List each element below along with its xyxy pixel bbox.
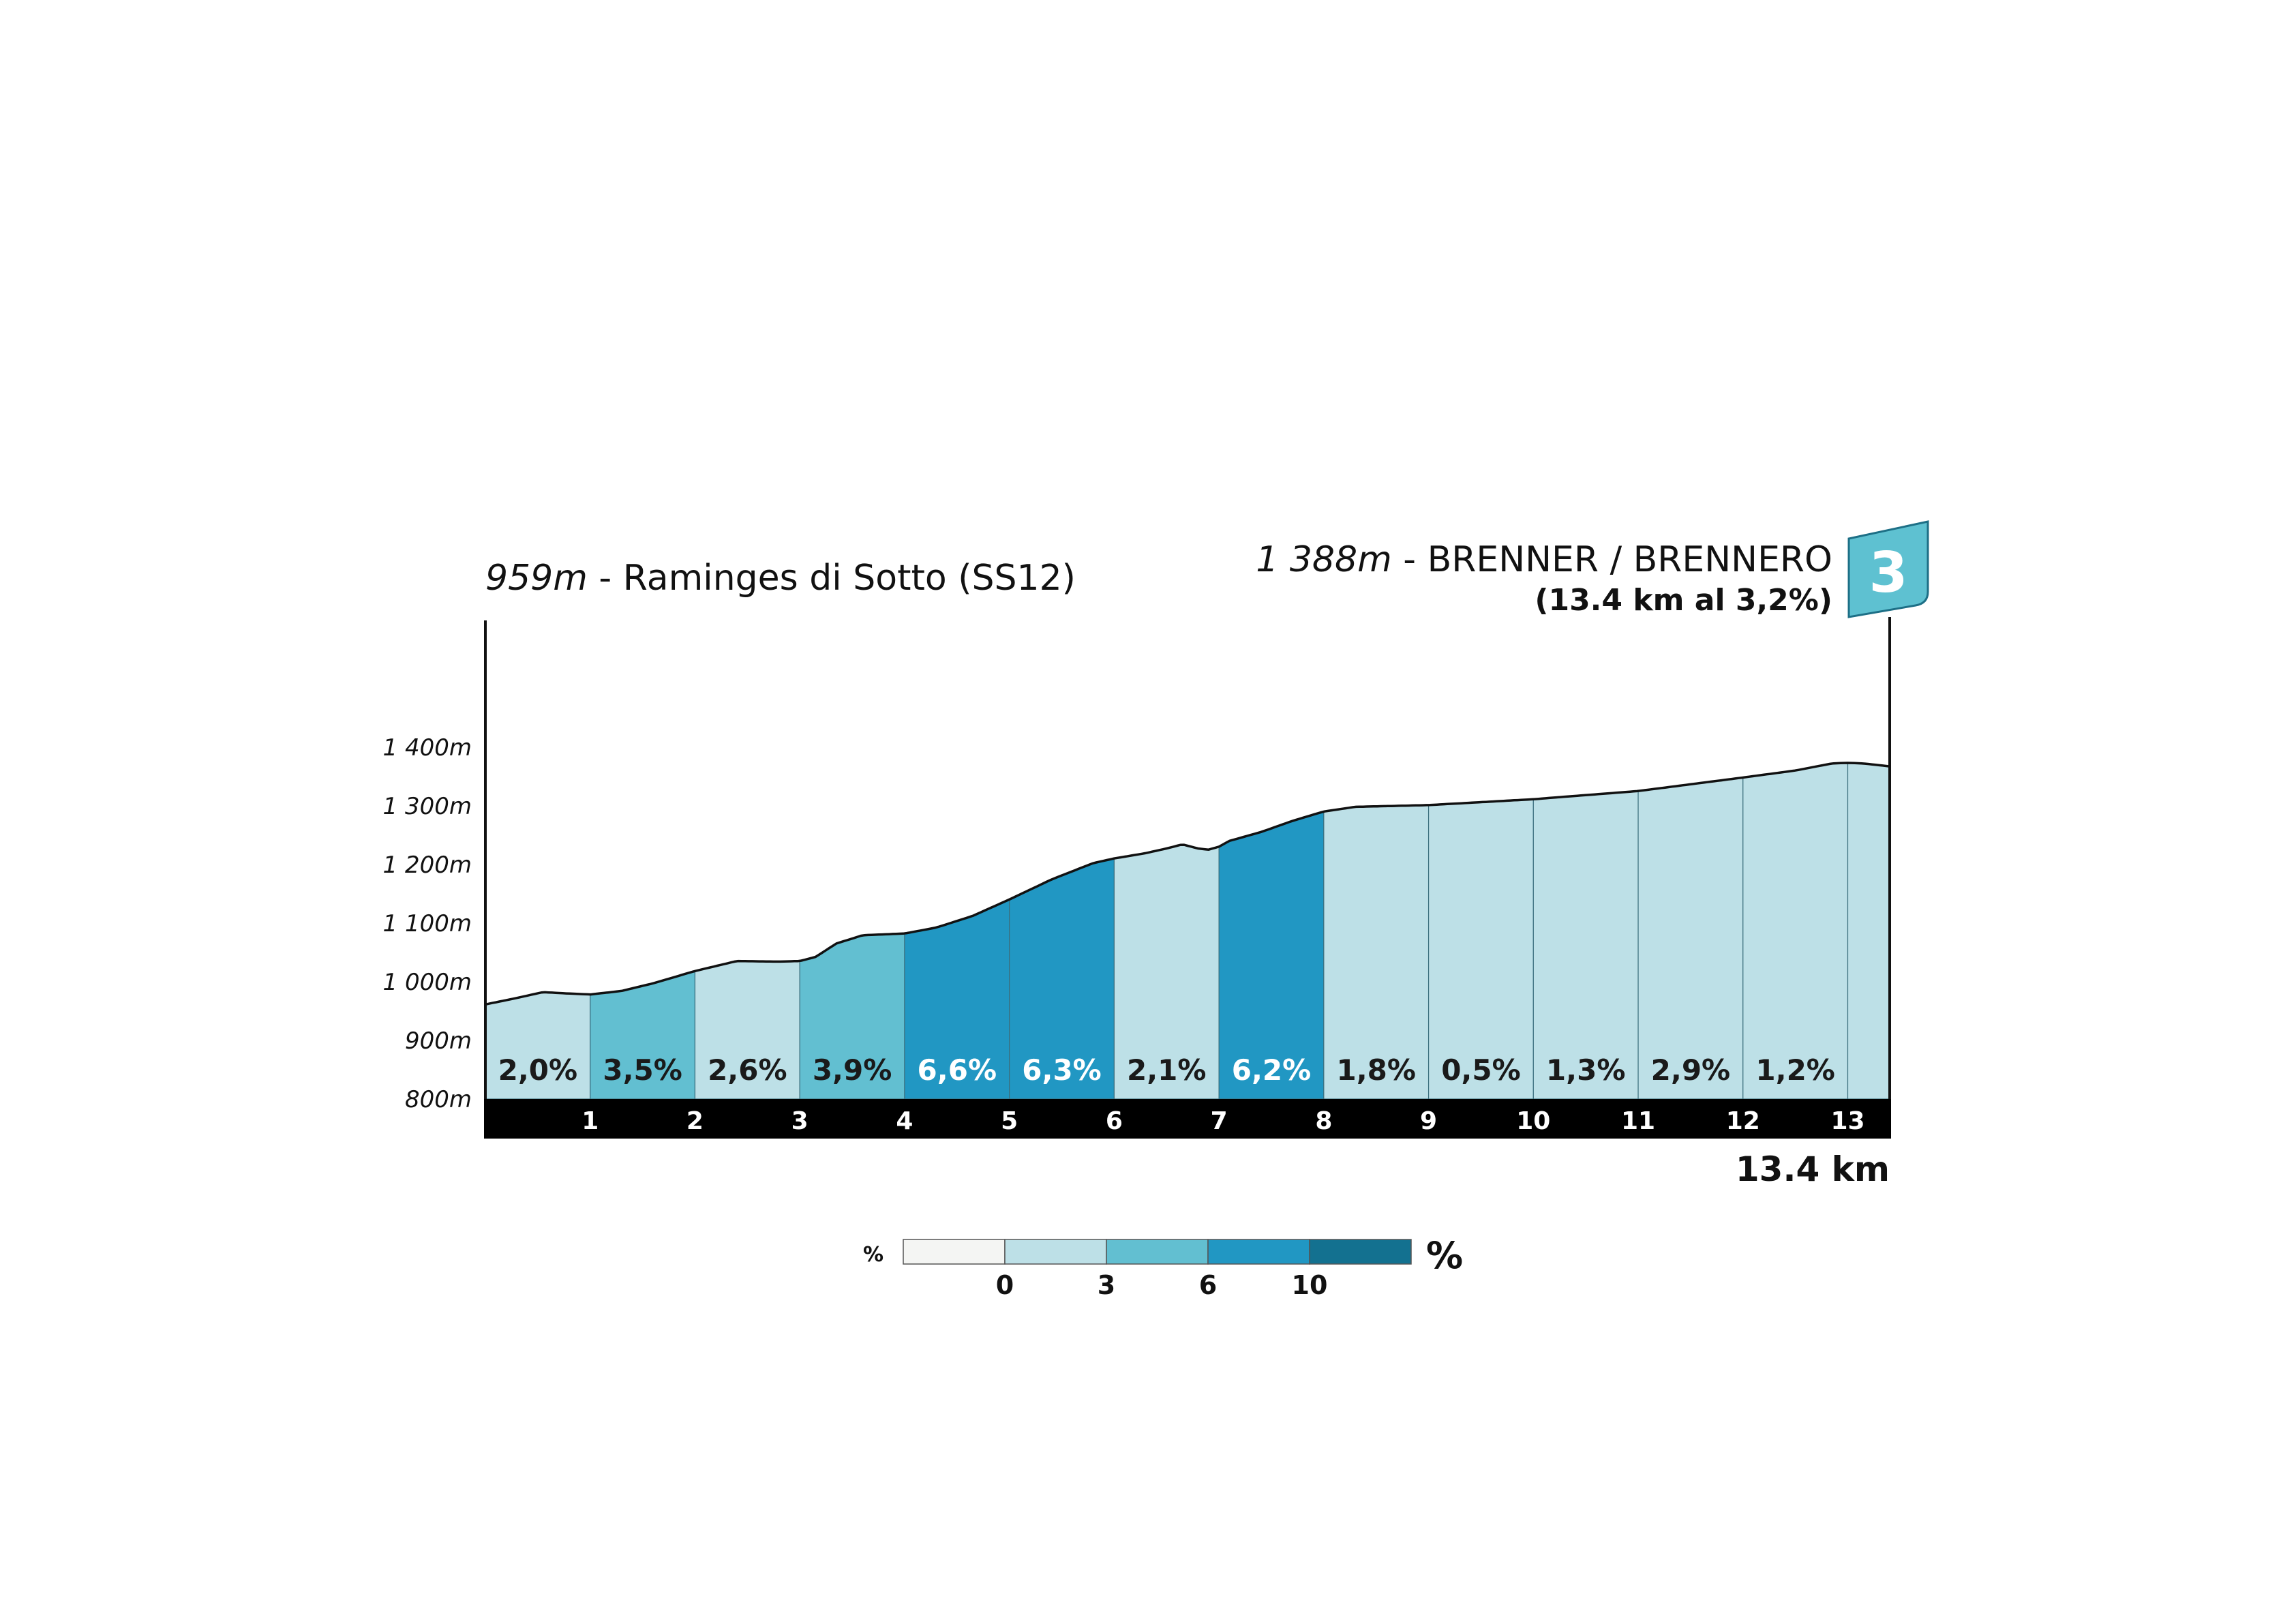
gradient-label: 6,6% <box>918 1053 997 1087</box>
y-tick-label: 1 400m <box>383 734 472 762</box>
gradient-label: 6,3% <box>1022 1053 1101 1087</box>
x-tick-label: 2 <box>686 1107 704 1135</box>
x-tick-label: 13 <box>1830 1107 1864 1135</box>
legend-tick-label: 6 <box>1199 1270 1217 1300</box>
legend-swatch-5 <box>1309 1239 1412 1265</box>
gradient-label: 0,5% <box>1441 1053 1520 1087</box>
climb-summary: (13.4 km al 3,2%) <box>1535 583 1832 618</box>
x-tick-label: 11 <box>1621 1107 1655 1135</box>
y-axis-labels: 1 400m 1 300m 1 200m 1 100m 1 000m 900m 800m <box>383 734 472 1113</box>
y-tick-label: 800m <box>405 1086 472 1113</box>
end-name: BRENNER / BRENNERO <box>1428 539 1832 580</box>
gradient-label: 1,2% <box>1755 1053 1834 1087</box>
gradient-segments <box>485 762 1890 1100</box>
end-label: 1 388m - BRENNER / BRENNERO <box>1256 539 1832 580</box>
gradient-segment-14 <box>1847 762 1890 1100</box>
profile-line <box>485 762 1890 1006</box>
legend-ticks: 0 3 6 10 <box>996 1270 1328 1300</box>
start-name: Raminges di Sotto (SS12) <box>623 558 1076 599</box>
gradient-segment-13 <box>1742 762 1849 1100</box>
start-label: 959m - Raminges di Sotto (SS12) <box>485 558 1076 599</box>
y-tick-label: 1 200m <box>383 852 472 879</box>
y-tick-label: 1 100m <box>383 910 472 937</box>
legend-swatch-4 <box>1207 1239 1310 1265</box>
gradient-label: 6,2% <box>1232 1053 1311 1087</box>
end-elevation: 1 388m <box>1256 539 1392 580</box>
x-tick-label: 5 <box>1001 1107 1018 1135</box>
x-tick-label: 12 <box>1726 1107 1760 1135</box>
legend-big-label: % <box>1426 1234 1463 1277</box>
end-separator: - <box>1392 539 1428 580</box>
gradient-label: 2,9% <box>1651 1053 1730 1087</box>
gradient-labels: 2,0% 3,5% 2,6% 3,9% 6,6% 6,3% 2,1% 6,2% 1,8% 0,5%… <box>498 1053 1835 1087</box>
category-flag: 3 <box>1847 520 1929 712</box>
total-distance: 13.4 km <box>1736 1149 1890 1189</box>
legend-small-label: % <box>863 1243 883 1267</box>
x-tick-label: 1 <box>581 1107 599 1135</box>
y-tick-label: 1 000m <box>383 969 472 996</box>
category-number: 3 <box>1869 541 1907 605</box>
x-tick-label: 10 <box>1516 1107 1550 1135</box>
legend-swatch-3 <box>1106 1239 1209 1265</box>
x-tick-label: 6 <box>1106 1107 1123 1135</box>
y-tick-label: 1 300m <box>383 793 472 820</box>
legend-tick-label: 3 <box>1098 1270 1115 1300</box>
gradient-label: 3,9% <box>813 1053 892 1087</box>
legend-swatch-2 <box>1004 1239 1107 1265</box>
x-tick-label: 4 <box>896 1107 913 1135</box>
y-tick-label: 900m <box>405 1027 472 1055</box>
legend-swatch-1 <box>903 1239 1006 1265</box>
gradient-label: 3,5% <box>603 1053 682 1087</box>
gradient-label: 2,6% <box>708 1053 787 1087</box>
x-tick-label: 8 <box>1315 1107 1332 1135</box>
gradient-label: 1,8% <box>1336 1053 1415 1087</box>
gradient-label: 1,3% <box>1546 1053 1625 1087</box>
gradient-legend: % 0 3 6 10 % <box>863 1234 1463 1300</box>
km-bar <box>484 1099 1891 1139</box>
x-tick-labels: 1 2 3 4 5 6 7 8 9 10 11 12 13 <box>581 1107 1864 1135</box>
start-elevation: 959m <box>485 558 588 599</box>
legend-tick-label: 0 <box>996 1270 1014 1300</box>
x-tick-label: 9 <box>1420 1107 1437 1135</box>
x-tick-label: 3 <box>791 1107 809 1135</box>
flag-shape <box>1847 520 1929 618</box>
gradient-label: 2,1% <box>1127 1053 1206 1087</box>
x-tick-label: 7 <box>1211 1107 1228 1135</box>
gradient-segment-12 <box>1637 777 1744 1100</box>
start-separator: - <box>588 558 623 599</box>
legend-swatches <box>903 1239 1412 1265</box>
gradient-label: 2,0% <box>498 1053 577 1087</box>
legend-tick-label: 10 <box>1292 1270 1328 1300</box>
